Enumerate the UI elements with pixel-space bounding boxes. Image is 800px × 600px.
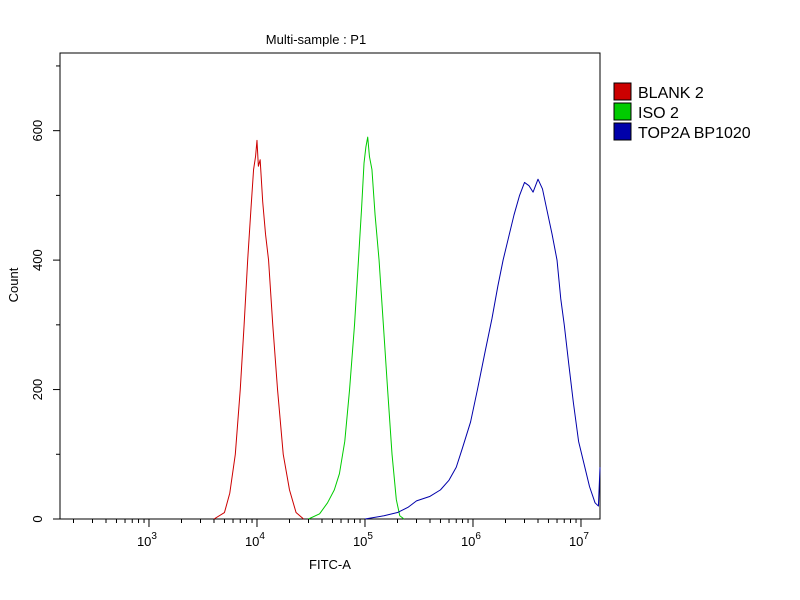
y-tick-label: 400 bbox=[30, 249, 45, 271]
x-tick-label: 104 bbox=[245, 531, 265, 549]
legend-swatch bbox=[613, 122, 632, 141]
y-tick-label: 600 bbox=[30, 120, 45, 142]
y-axis-title: Count bbox=[6, 267, 21, 302]
y-tick-label: 0 bbox=[30, 515, 45, 522]
series-line-2 bbox=[308, 136, 405, 520]
legend-label: ISO 2 bbox=[638, 105, 679, 122]
x-tick-label: 105 bbox=[353, 531, 373, 549]
y-tick-label: 200 bbox=[30, 379, 45, 401]
series-line-3 bbox=[364, 178, 601, 520]
x-tick-label: 107 bbox=[569, 531, 589, 549]
x-axis-title: FITC-A bbox=[309, 557, 351, 572]
x-tick-label: 106 bbox=[461, 531, 481, 549]
chart-title: Multi-sample : P1 bbox=[266, 32, 366, 47]
legend-label: TOP2A BP1020 bbox=[638, 125, 751, 142]
plot-area bbox=[59, 52, 601, 520]
legend: BLANK 2 ISO 2 TOP2A BP1020 bbox=[613, 82, 751, 142]
legend-swatch bbox=[613, 82, 632, 101]
legend-swatch bbox=[613, 102, 632, 121]
x-tick-label: 103 bbox=[137, 531, 157, 549]
series-line-1 bbox=[213, 139, 304, 520]
legend-label: BLANK 2 bbox=[638, 85, 704, 102]
